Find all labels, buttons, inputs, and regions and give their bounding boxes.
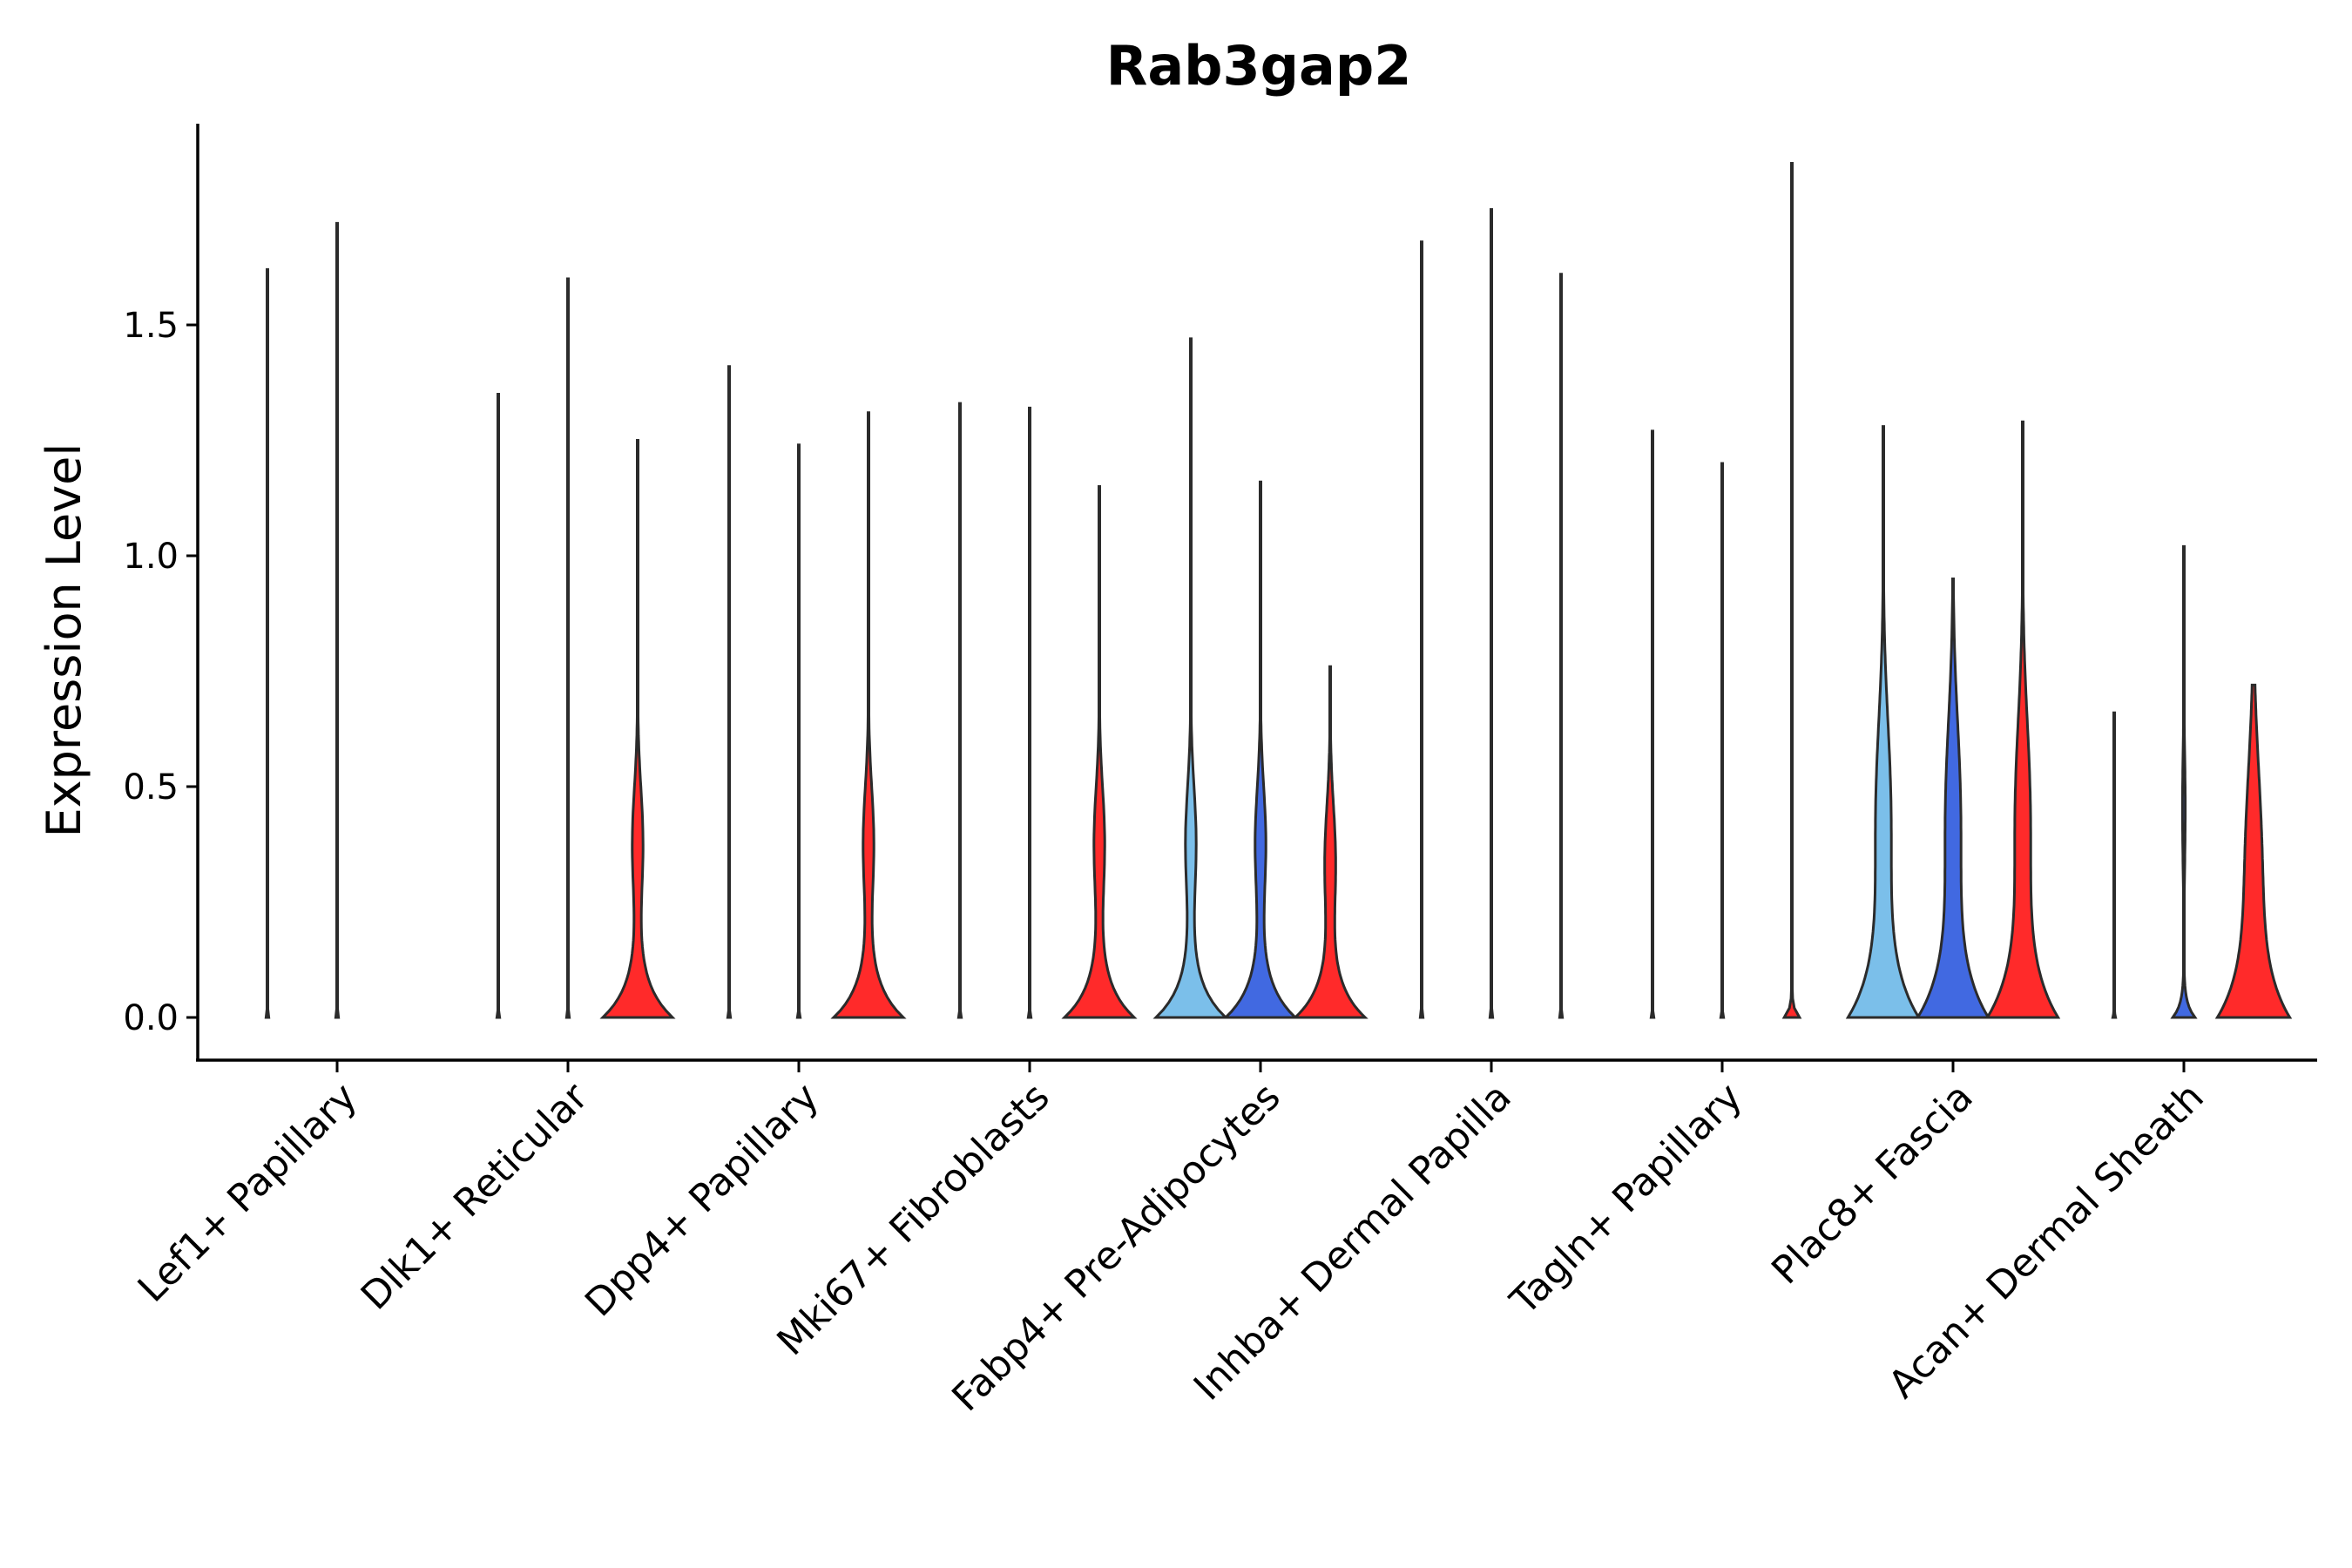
violin-group-blue (334, 221, 341, 1019)
violin-group-light-blue (956, 402, 963, 1019)
x-tick-label: Tagln+ Papillary (1502, 1075, 1751, 1324)
violin-group-red (1781, 162, 1802, 1019)
x-tick-label: Lef1+ Papillary (130, 1075, 366, 1311)
violin-group-red (1984, 420, 2061, 1019)
violin-group-red (2214, 683, 2293, 1019)
violin-group-blue (795, 443, 802, 1019)
violins-layer (264, 162, 2293, 1019)
violin-group-light-blue (1845, 425, 1922, 1019)
y-axis-label: Expression Level (37, 443, 91, 838)
violin-group-red (1292, 665, 1369, 1019)
x-tick-label: Dpp4+ Papillary (577, 1075, 828, 1326)
violin-group-blue (1488, 208, 1495, 1019)
y-tick-label: 0.5 (123, 767, 179, 808)
violin-group-light-blue (1418, 240, 1425, 1019)
violin-group-red (599, 439, 676, 1019)
violin-group-light-blue (264, 267, 271, 1019)
y-tick-label: 1.0 (123, 537, 179, 577)
x-tick-label: Dlk1+ Reticular (353, 1074, 598, 1319)
violin-group-blue (1719, 462, 1726, 1019)
violin-group-blue (1222, 480, 1299, 1019)
violin-group-red (1558, 273, 1565, 1019)
violin-group-light-blue (495, 393, 502, 1019)
chart-title: Rab3gap2 (1106, 34, 1412, 98)
violin-group-light-blue (726, 365, 733, 1019)
violin-group-blue (1915, 578, 1991, 1019)
y-tick-label: 1.5 (123, 306, 179, 346)
x-tick-label: Plac8+ Fascia (1763, 1075, 1982, 1294)
violin-group-light-blue (1152, 337, 1229, 1019)
y-tick-label: 0.0 (123, 998, 179, 1038)
violin-group-light-blue (1649, 429, 1656, 1019)
violin-group-light-blue (2111, 711, 2118, 1019)
violin-group-blue (564, 277, 571, 1019)
violin-group-blue (2170, 544, 2198, 1019)
violin-group-blue (1026, 406, 1033, 1019)
violin-group-red (1061, 485, 1138, 1019)
y-axis-ticks: 0.0 0.5 1.0 1.5 (123, 306, 198, 1038)
violin-group-red (830, 411, 907, 1019)
